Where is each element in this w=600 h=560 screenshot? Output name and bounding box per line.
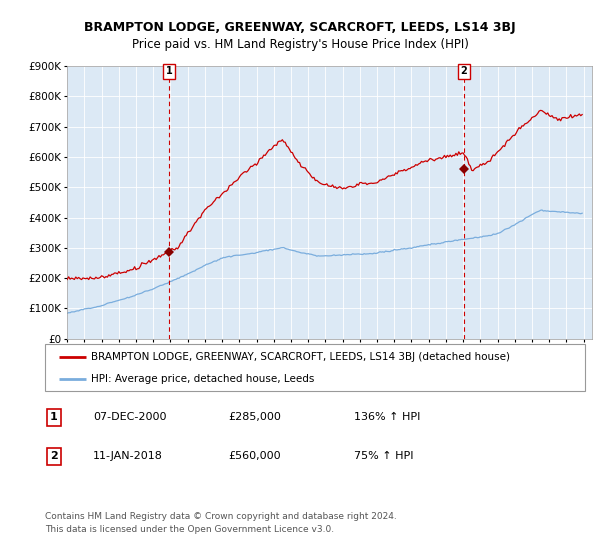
Text: 1: 1: [50, 412, 58, 422]
Text: HPI: Average price, detached house, Leeds: HPI: Average price, detached house, Leed…: [91, 374, 314, 384]
Text: 11-JAN-2018: 11-JAN-2018: [93, 451, 163, 461]
Text: 1: 1: [166, 66, 172, 76]
Text: BRAMPTON LODGE, GREENWAY, SCARCROFT, LEEDS, LS14 3BJ (detached house): BRAMPTON LODGE, GREENWAY, SCARCROFT, LEE…: [91, 352, 510, 362]
Text: 136% ↑ HPI: 136% ↑ HPI: [354, 412, 421, 422]
Text: 2: 2: [50, 451, 58, 461]
Text: 07-DEC-2000: 07-DEC-2000: [93, 412, 167, 422]
Text: Contains HM Land Registry data © Crown copyright and database right 2024.
This d: Contains HM Land Registry data © Crown c…: [45, 512, 397, 534]
Text: Price paid vs. HM Land Registry's House Price Index (HPI): Price paid vs. HM Land Registry's House …: [131, 38, 469, 51]
Text: £285,000: £285,000: [228, 412, 281, 422]
Text: £560,000: £560,000: [228, 451, 281, 461]
Text: 2: 2: [460, 66, 467, 76]
Text: 75% ↑ HPI: 75% ↑ HPI: [354, 451, 413, 461]
Text: BRAMPTON LODGE, GREENWAY, SCARCROFT, LEEDS, LS14 3BJ: BRAMPTON LODGE, GREENWAY, SCARCROFT, LEE…: [84, 21, 516, 34]
